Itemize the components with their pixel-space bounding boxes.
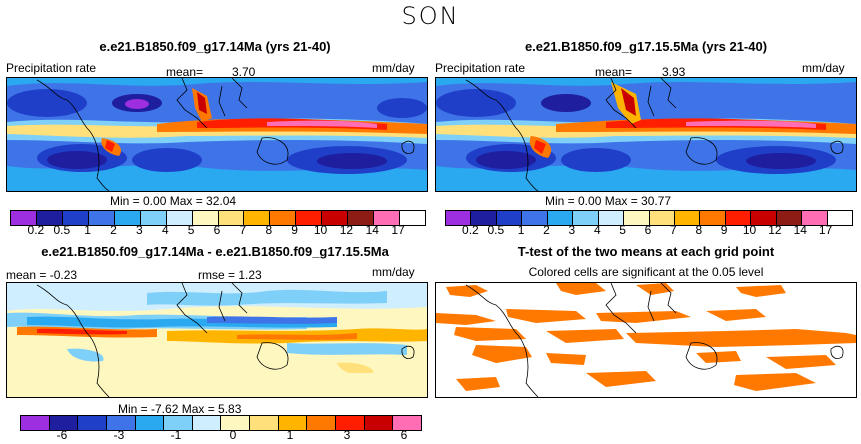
tick: 4 (593, 223, 601, 237)
panel2-map (435, 77, 857, 192)
tick: 2 (543, 223, 550, 237)
panel4-map (435, 282, 857, 398)
tick: 9 (720, 223, 728, 237)
panel2-colorbar (445, 210, 853, 226)
tick: 5 (619, 223, 626, 237)
tick: 8 (265, 223, 273, 237)
panel3-colorbar-ticks: -6 -3 -1 0 1 3 6 (20, 428, 420, 442)
panel4-subtitle: Colored cells are significant at the 0.0… (528, 265, 764, 279)
panel3-mean: mean = -0.23 (6, 268, 78, 282)
panel3-units: mm/day (372, 265, 415, 279)
tick: 14 (365, 223, 379, 237)
panel2-mean-value: 3.93 (662, 65, 686, 79)
precip-map-14ma (7, 78, 427, 191)
panel1-colorbar (10, 210, 426, 226)
tick: 12 (339, 223, 354, 237)
panel2-title: e.e21.B1850.f09_g17.15.5Ma (yrs 21-40) (524, 39, 768, 54)
panel1-colorbar-ticks: 0.2 0.5 1 2 3 4 5 6 7 8 9 10 12 14 17 (10, 223, 424, 237)
panel1-min-max: Min = 0.00 Max = 32.04 (110, 194, 237, 208)
season-title: SON (401, 2, 460, 30)
tick: -3 (113, 428, 125, 442)
tick: 6 (644, 223, 652, 237)
tick: 14 (793, 223, 807, 237)
tick: 17 (391, 223, 405, 237)
panel2-min-max: Min = 0.00 Max = 30.77 (545, 194, 672, 208)
tick: 3 (343, 428, 351, 442)
panel1-title: e.e21.B1850.f09_g17.14Ma (yrs 21-40) (99, 39, 331, 54)
tick: 7 (239, 223, 247, 237)
panel3-min-max: Min = -7.62 Max = 5.83 (118, 402, 242, 416)
panel1-units: mm/day (372, 61, 415, 75)
panel2-units: mm/day (802, 61, 845, 75)
tick: 3 (136, 223, 143, 237)
panel1-variable: Precipitation rate (6, 61, 97, 75)
tick: 0.5 (53, 223, 71, 237)
tick: 10 (742, 223, 757, 237)
tick: 8 (695, 223, 703, 237)
panel3-map (6, 282, 428, 398)
tick: 17 (818, 223, 833, 237)
panel1-mean-label: mean= (166, 65, 204, 79)
panel2-colorbar-ticks: 0.2 0.5 1 2 3 4 5 6 7 8 9 10 12 14 17 (445, 223, 851, 237)
tick: 1 (517, 223, 525, 237)
precip-difference-map (7, 283, 427, 397)
tick: 1 (286, 428, 294, 442)
tick: 1 (84, 223, 91, 237)
significance-map (436, 283, 856, 397)
panel2-variable: Precipitation rate (435, 61, 526, 75)
precip-map-15.5ma (436, 78, 856, 191)
tick: 12 (768, 223, 782, 237)
tick: -6 (56, 428, 68, 442)
tick: 6 (400, 428, 408, 442)
panel3-colorbar (20, 415, 422, 431)
tick: 6 (213, 223, 221, 237)
tick: 5 (187, 223, 195, 237)
tick: 0.2 (462, 223, 479, 237)
panel3-title: e.e21.B1850.f09_g17.14Ma - e.e21.B1850.f… (41, 244, 389, 259)
tick: 0.2 (27, 223, 45, 237)
panel2-mean-label: mean= (595, 65, 633, 79)
tick: 3 (568, 223, 576, 237)
tick: 10 (313, 223, 328, 237)
tick: 9 (291, 223, 298, 237)
tick: 2 (110, 223, 117, 237)
panel4-title: T-test of the two means at each grid poi… (517, 244, 775, 259)
panel1-mean-value: 3.70 (232, 65, 256, 79)
tick: 7 (670, 223, 677, 237)
tick: 0 (229, 428, 237, 442)
tick: -1 (170, 428, 182, 442)
tick: 0.5 (487, 223, 505, 237)
panel1-map (6, 77, 428, 192)
panel3-rmse: rmse = 1.23 (198, 268, 262, 282)
tick: 4 (161, 223, 169, 237)
